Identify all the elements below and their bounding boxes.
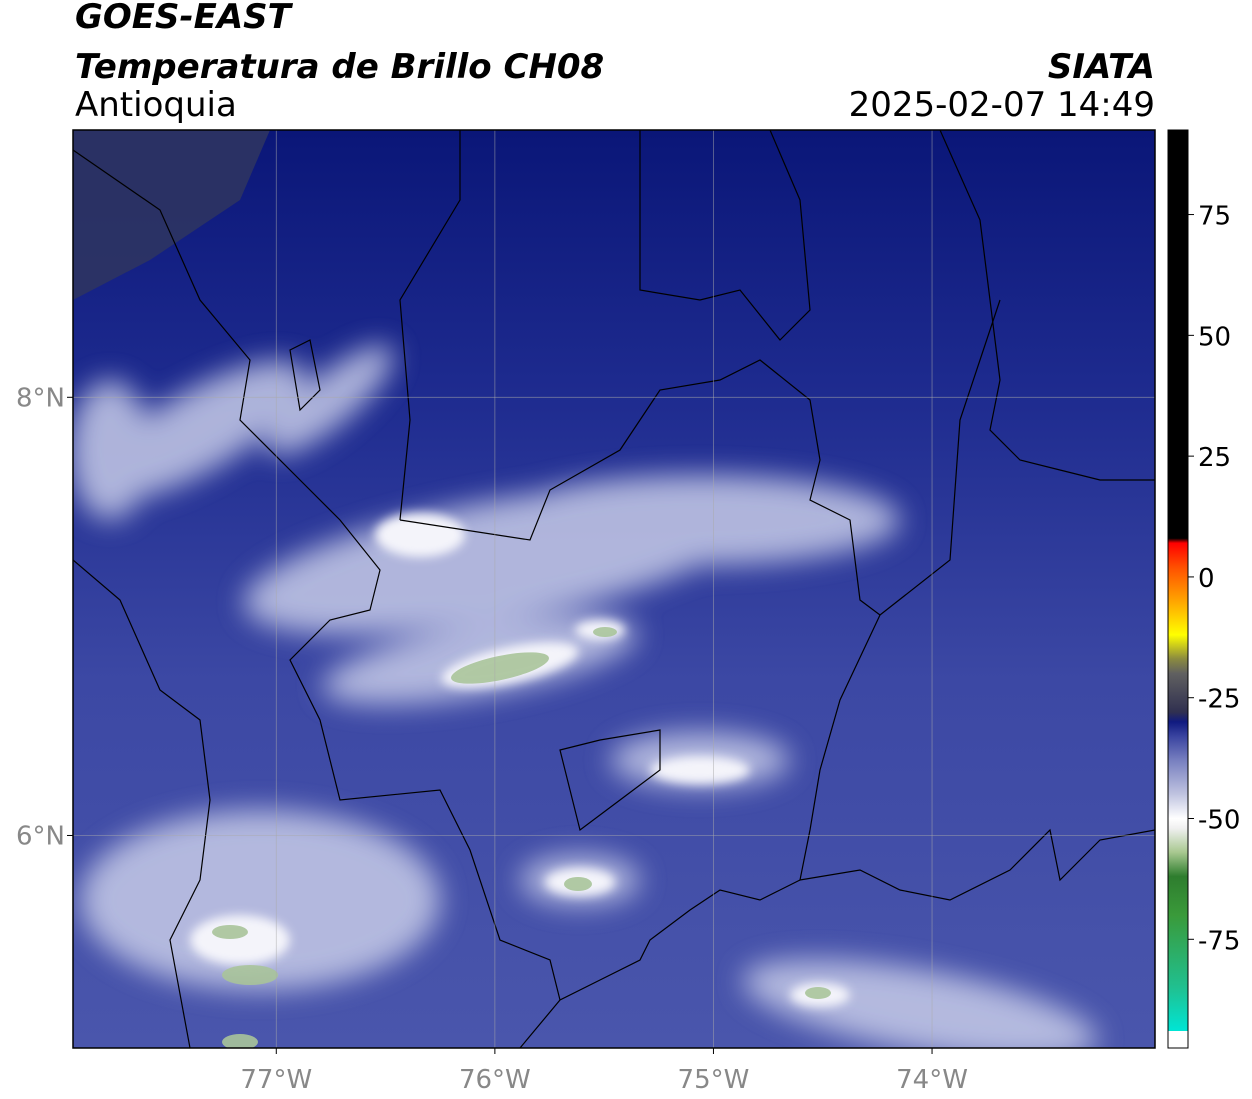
colorbar-tick-label: 0	[1198, 564, 1215, 594]
colorbar	[1167, 129, 1189, 1049]
title: GOES-EAST	[75, 0, 294, 37]
colorbar-tick-label: -50	[1198, 806, 1240, 836]
lon-tick-label: 77°W	[240, 1065, 312, 1095]
lon-tick-label: 76°W	[459, 1065, 531, 1095]
satellite-image	[73, 130, 1155, 1048]
colorbar-tick-label: -75	[1198, 926, 1240, 956]
subtitle: Temperatura de Brillo CH08	[75, 47, 604, 87]
region: Antioquia	[75, 85, 237, 125]
source: SIATA	[1048, 47, 1155, 87]
colorbar-tick-label: 25	[1198, 443, 1231, 473]
lon-tick-label: 74°W	[896, 1065, 968, 1095]
colorbar-tick-label: 75	[1198, 202, 1231, 232]
lon-tick-label: 75°W	[678, 1065, 750, 1095]
lat-tick-label: 8°N	[16, 383, 65, 413]
lat-tick-label: 6°N	[16, 821, 65, 851]
colorbar-tick-label: -25	[1198, 685, 1240, 715]
map-frame	[72, 129, 1156, 1049]
datetime: 2025-02-07 14:49	[849, 85, 1155, 125]
colorbar-tick-label: 50	[1198, 322, 1231, 352]
